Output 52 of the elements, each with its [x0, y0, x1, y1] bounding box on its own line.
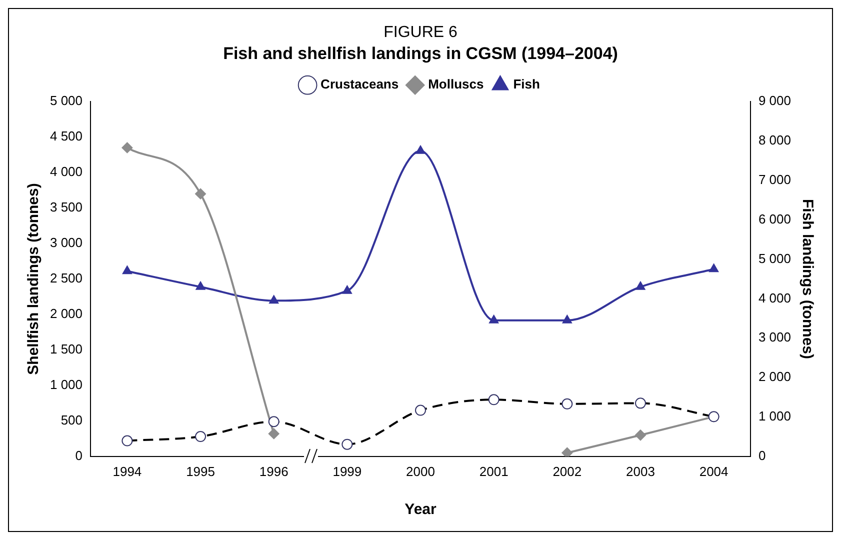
point	[342, 285, 352, 294]
chart-title: FIGURE 6	[384, 24, 458, 42]
y2-tick-label: 9 000	[758, 93, 792, 108]
legend-label: Molluscs	[428, 76, 484, 92]
legend-label: Fish	[513, 76, 540, 92]
y2-tick-label: 6 000	[758, 211, 792, 226]
y2-tick-label: 4 000	[758, 290, 792, 306]
point	[488, 314, 499, 324]
point	[416, 145, 426, 154]
point	[562, 447, 573, 456]
point	[196, 281, 206, 290]
y-tick-label: 2 000	[50, 306, 83, 322]
y2-tick-label: 1 000	[758, 408, 792, 424]
y2-tick-label: 8 000	[758, 132, 792, 148]
point	[636, 281, 646, 290]
point	[562, 314, 572, 324]
y-tick-label: 4 000	[50, 164, 83, 180]
legend-label: Crustaceans	[320, 76, 399, 92]
y-axis-title: Shellfish landings (tonnes)	[25, 183, 42, 375]
y-tick-label: 3 000	[50, 235, 83, 250]
x-tick-label: 1994	[112, 464, 142, 479]
y-tick-label: 2 500	[50, 270, 83, 286]
y2-tick-label: 3 000	[758, 330, 792, 345]
y-tick-label: 500	[60, 412, 83, 428]
y2-tick-label: 5 000	[758, 250, 792, 266]
x-tick-label: 2004	[699, 464, 728, 479]
y2-tick-label: 0	[758, 448, 766, 463]
point	[268, 428, 280, 440]
x-tick-label: 2001	[479, 464, 508, 479]
x-tick-label: 1999	[332, 464, 362, 479]
x-axis-title: Year	[404, 501, 437, 518]
y-tick-label: 1 000	[50, 377, 83, 392]
point	[122, 266, 132, 274]
point	[634, 430, 646, 441]
x-tick-label: 2003	[626, 464, 655, 479]
point	[195, 188, 206, 200]
y-tick-label: 3 500	[50, 200, 83, 215]
chart-subtitle: Fish and shellfish landings in CGSM (1994–2004)	[223, 44, 618, 64]
y2-axis-title: Fish landings (tonnes)	[798, 199, 816, 359]
y2-tick-label: 7 000	[758, 172, 792, 188]
point	[708, 264, 719, 272]
y-tick-label: 4 500	[50, 128, 83, 144]
x-tick-label: 1995	[186, 464, 215, 479]
x-tick-label: 1996	[259, 464, 288, 479]
x-tick-label: 2000	[406, 464, 435, 479]
point	[122, 142, 133, 154]
y2-tick-label: 2 000	[758, 369, 792, 384]
y-tick-label: 5 000	[50, 93, 83, 108]
point	[269, 295, 279, 304]
y-tick-label: 1 500	[50, 342, 83, 357]
x-tick-label: 2002	[552, 464, 582, 479]
y-tick-label: 0	[75, 448, 83, 463]
